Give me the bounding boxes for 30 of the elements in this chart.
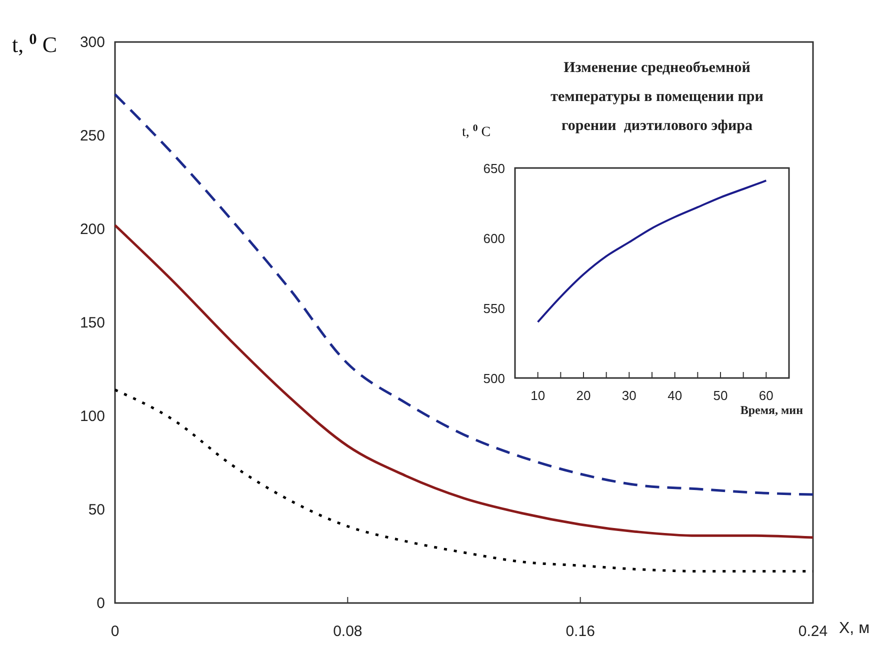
y-tick-label: 600 — [483, 231, 505, 246]
line-series — [114, 388, 814, 572]
y-tick-label: 150 — [80, 314, 105, 332]
x-tick-label: 40 — [668, 388, 682, 403]
x-axis-title: Время, мин — [740, 403, 804, 417]
line-series — [114, 93, 814, 496]
x-tick-label: 60 — [758, 388, 774, 403]
y-tick-label: 100 — [80, 408, 105, 425]
y-tick-label: 550 — [483, 301, 505, 316]
x-tick-label: 20 — [576, 388, 591, 403]
x-tick-label: 0.08 — [333, 623, 362, 640]
x-tick-label: 0.24 — [798, 623, 828, 640]
y-tick-label: 250 — [80, 128, 105, 144]
y-tick-label: 650 — [483, 161, 505, 176]
x-tick-label: 50 — [713, 388, 728, 403]
x-axis-title: X, м — [839, 620, 870, 637]
x-tick-label: 10 — [530, 388, 546, 403]
line-series — [114, 224, 814, 539]
y-tick-label: 300 — [80, 34, 105, 51]
x-tick-label: 0.16 — [566, 623, 595, 640]
x-tick-label: 0 — [110, 623, 120, 640]
line-series — [536, 180, 768, 323]
y-tick-label: 500 — [483, 371, 505, 386]
y-tick-label: 200 — [80, 221, 105, 238]
y-tick-label: 50 — [88, 502, 105, 518]
y-axis-title: t, $^{0}$ C — [462, 122, 491, 140]
x-tick-label: 30 — [622, 388, 636, 403]
y-tick-label: 0 — [96, 595, 105, 612]
y-axis-title: t, $^{0}$ C — [12, 30, 58, 57]
chart-title: Изменение среднеобъемной температуры в помещении при горении диэтилового эфира — [550, 60, 764, 134]
